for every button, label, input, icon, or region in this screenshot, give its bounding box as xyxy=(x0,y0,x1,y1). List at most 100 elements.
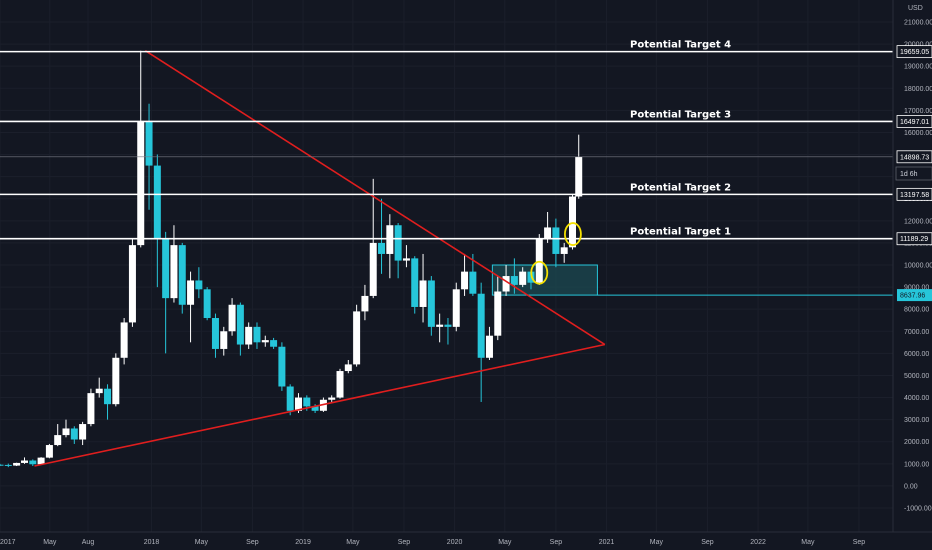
candle-body xyxy=(162,238,170,299)
y-tick-label: 5000.00 xyxy=(904,373,929,380)
candle-body xyxy=(112,357,120,405)
candle-body xyxy=(54,435,62,446)
candle-body xyxy=(95,388,103,394)
x-tick-label: Sep xyxy=(246,539,259,546)
candle xyxy=(494,276,502,341)
candle xyxy=(353,304,361,367)
candle xyxy=(419,253,427,323)
candle xyxy=(270,337,278,349)
candle-body xyxy=(178,245,186,305)
candle xyxy=(485,326,493,360)
candle-body xyxy=(419,280,427,307)
candle xyxy=(220,326,228,356)
candle-body xyxy=(386,225,394,254)
candle xyxy=(519,267,527,288)
candle xyxy=(211,313,219,358)
candle-body xyxy=(228,304,236,332)
candle xyxy=(535,234,543,285)
y-tick-label: 17000.00 xyxy=(904,108,932,115)
candle-body xyxy=(203,289,211,319)
candle-body xyxy=(527,271,535,283)
candle-body xyxy=(261,340,269,343)
candle xyxy=(62,419,70,438)
y-tick-label: 16000.00 xyxy=(904,130,932,137)
time-axis[interactable]: 2017 May Aug 2018 May Sep 2019 May Sep 2020 May Sep… xyxy=(0,531,932,546)
candle-body xyxy=(128,245,136,323)
candle-body xyxy=(552,227,560,254)
candle xyxy=(87,388,95,427)
candle-body xyxy=(187,280,195,305)
candle-body xyxy=(253,326,261,343)
candle-body xyxy=(560,247,568,254)
candle xyxy=(120,318,128,365)
candle-body xyxy=(311,406,319,411)
candle xyxy=(344,359,352,374)
candle-body xyxy=(211,318,219,349)
y-tick-label: 20000.00 xyxy=(904,42,932,49)
y-tick-label: 18000.00 xyxy=(904,86,932,93)
candle xyxy=(54,424,62,447)
x-tick-label: Sep xyxy=(550,539,563,546)
x-tick-label: Sep xyxy=(701,539,714,546)
currency-label: USD xyxy=(908,5,923,12)
candle xyxy=(461,253,469,296)
candle-body xyxy=(427,280,435,327)
x-tick-label: Sep xyxy=(853,539,866,546)
candle-body xyxy=(535,238,543,283)
candle xyxy=(228,298,236,336)
candle xyxy=(411,256,419,314)
highlight-circle xyxy=(564,222,582,246)
candle-body xyxy=(4,464,12,466)
candle-body xyxy=(45,445,53,458)
price-tag xyxy=(896,232,932,246)
price-tag-text: 11189.29 xyxy=(900,236,928,243)
y-tick-label: 3000.00 xyxy=(904,417,929,424)
candle-body xyxy=(87,393,95,425)
x-tick-label: May xyxy=(195,539,209,546)
candle xyxy=(0,463,4,467)
candle xyxy=(13,462,21,467)
candle-body xyxy=(411,258,419,307)
candle xyxy=(4,463,12,468)
candle xyxy=(245,322,253,349)
candle xyxy=(402,245,410,268)
y-tick-label: -1000.00 xyxy=(904,506,932,513)
candle xyxy=(560,242,568,263)
y-tick-label: 7000.00 xyxy=(904,329,929,336)
x-tick-label: 2022 xyxy=(750,539,766,546)
target-levels: Potential Target 4 Potential Target 3 Pote… xyxy=(0,40,893,296)
triangle-pattern xyxy=(34,50,606,467)
candle xyxy=(286,384,294,416)
candle-body xyxy=(568,196,576,248)
candle xyxy=(79,421,87,446)
y-tick-label: 10000.00 xyxy=(904,263,932,270)
x-tick-label: 2017 xyxy=(0,539,16,546)
candle xyxy=(336,368,344,399)
candle xyxy=(477,282,485,402)
x-tick-label: May xyxy=(43,539,57,546)
timeframe-badge-text: 1d 6h xyxy=(900,171,918,178)
candle-body xyxy=(220,331,228,349)
candle xyxy=(427,276,435,336)
candle xyxy=(187,271,195,343)
candle-body xyxy=(336,371,344,398)
candle xyxy=(236,302,244,356)
price-tag-text: 14898.73 xyxy=(900,154,929,161)
candle xyxy=(203,287,211,321)
candle xyxy=(162,231,170,354)
price-tag xyxy=(897,289,932,302)
candle xyxy=(394,223,402,279)
candle xyxy=(178,242,186,314)
y-tick-label: 6000.00 xyxy=(904,351,929,358)
candle-body xyxy=(270,340,278,347)
x-tick-label: May xyxy=(801,539,815,546)
target-label: Potential Target 3 xyxy=(630,109,731,120)
candle xyxy=(153,154,161,288)
candle xyxy=(261,335,269,347)
candle-body xyxy=(378,242,386,254)
candle-body xyxy=(13,462,21,466)
x-tick-label: May xyxy=(346,539,360,546)
price-tag xyxy=(896,45,932,59)
candle-body xyxy=(195,280,203,290)
